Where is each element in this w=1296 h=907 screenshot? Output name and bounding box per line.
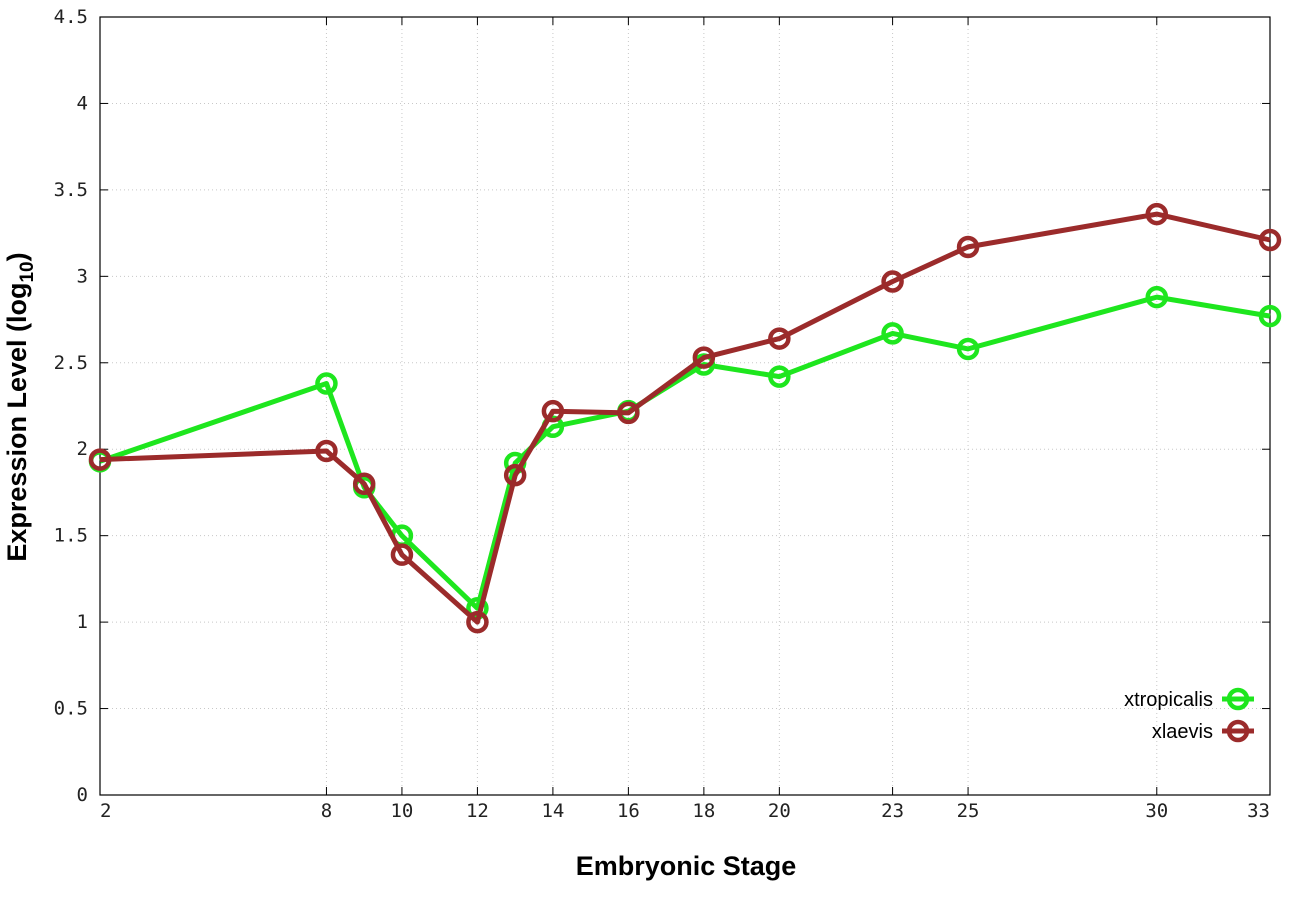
legend-marker-swatch [1226,687,1250,711]
data-point [390,543,414,566]
x-tick-label: 18 [692,800,715,822]
data-point [881,270,904,293]
data-point [1145,285,1169,309]
legend-label: xtropicalis [1124,689,1213,711]
data-point [88,448,112,471]
y-tick-label: 0.5 [54,698,88,720]
data-point [541,399,565,423]
plot-frame [99,16,1271,796]
data-point [956,337,980,361]
x-tick-label: 2 [100,800,111,822]
data-point [768,327,791,350]
data-point [956,235,980,259]
y-axis-title-main: Expression Level (log [2,283,32,562]
axis-ticks: 0 0.5 1 1.5 2 2.5 3 3.5 4 4.5 2 8 10 12 14 16 18 20 23 25 30… [54,6,1271,822]
data-point [768,365,791,388]
data-point [503,463,527,487]
x-tick-label: 30 [1145,800,1168,822]
x-axis-title: Embryonic Stage [576,851,797,881]
y-tick-label: 2.5 [54,352,88,374]
legend-label: xlaevis [1152,721,1213,743]
y-tick-label: 3.5 [54,179,88,201]
series-line [99,211,1271,625]
y-axis-title-close: ) [2,252,32,261]
data-point [1145,202,1169,226]
y-axis-title-subscript: 10 [17,261,38,282]
data-point [352,472,376,496]
series-layer [88,202,1282,634]
series-xlaevis [88,202,1282,634]
x-tick-label: 20 [768,800,791,822]
y-tick-label: 3 [77,265,88,287]
data-point [1258,304,1282,328]
data-point [617,401,640,425]
grid [100,17,1270,795]
y-tick-label: 1.5 [54,525,88,547]
y-tick-label: 2 [77,438,88,460]
x-tick-label: 12 [466,800,489,822]
x-tick-label: 33 [1247,800,1270,822]
data-point [315,439,338,463]
x-tick-label: 8 [321,800,332,822]
legend: xtropicalis xlaevis [1124,687,1254,743]
y-tick-label: 1 [77,611,88,633]
data-point [1258,228,1282,252]
data-point [315,372,338,395]
y-tick-label: 4 [77,92,88,114]
y-tick-label: 0 [77,784,88,806]
x-tick-label: 16 [617,800,640,822]
y-axis-title: Expression Level (log10) [2,252,38,561]
x-tick-label: 14 [541,800,564,822]
y-tick-label: 4.5 [54,6,88,28]
data-point [881,322,904,345]
x-tick-label: 23 [881,800,904,822]
x-tick-label: 10 [390,800,413,822]
data-point [466,610,489,634]
x-tick-label: 25 [957,800,980,822]
legend-marker-swatch [1226,719,1250,743]
data-point [692,346,716,369]
